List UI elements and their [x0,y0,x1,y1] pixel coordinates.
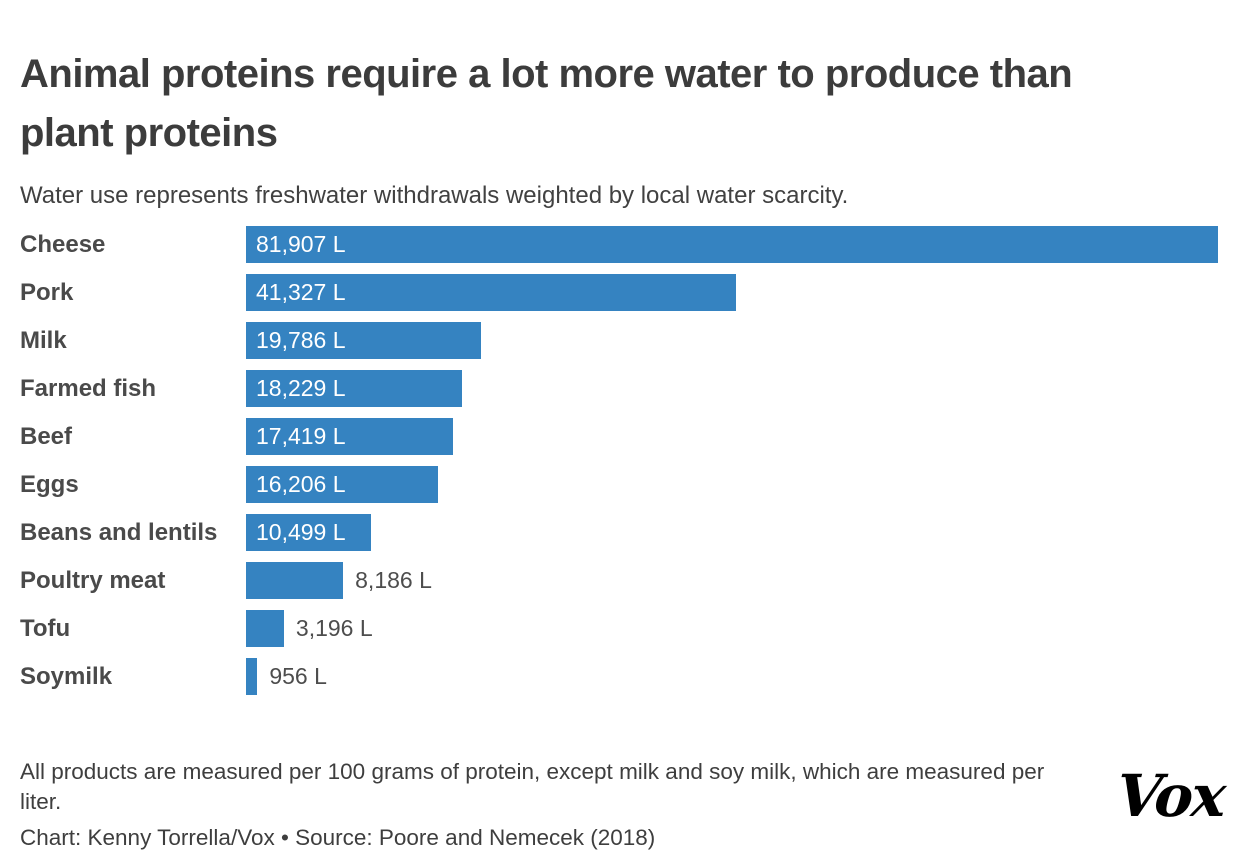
vox-logo: Vox [1114,762,1227,830]
bar [246,658,258,695]
row-label: Tofu [20,615,71,642]
row-label: Farmed fish [20,375,157,402]
chart-row: Beef 17,419 L [20,418,1218,466]
bar-track: 956 L [246,658,1218,695]
chart-row: Tofu 3,196 L [20,610,1218,658]
bar-track: 3,196 L [246,610,1218,647]
bar-value-label: 18,229 L [256,375,346,401]
bar-track: 41,327 L [246,274,1218,311]
row-label: Cheese [20,231,106,258]
bar-track: 17,419 L [246,418,1218,455]
bar [246,226,1218,263]
chart-row: Beans and lentils 10,499 L [20,514,1218,562]
chart-row: Eggs 16,206 L [20,466,1218,514]
chart-subtitle: Water use represents freshwater withdraw… [20,182,849,209]
row-label: Milk [20,327,67,354]
bar-track: 18,229 L [246,370,1218,407]
row-label: Poultry meat [20,567,166,594]
bar-value-label: 81,907 L [256,231,346,257]
bar [246,274,737,311]
chart-row: Farmed fish 18,229 L [20,370,1218,418]
bar-value-label: 3,196 L [295,615,373,641]
bar-value-label: 17,419 L [256,423,346,449]
bar-track: 19,786 L [246,322,1218,359]
chart-row: Milk 19,786 L [20,322,1218,370]
bar [246,418,453,455]
row-label: Eggs [20,471,79,498]
bar [246,322,481,359]
chart-row: Pork 41,327 L [20,274,1218,322]
row-label: Pork [20,279,74,306]
bar-track: 10,499 L [246,514,1218,551]
bar [246,370,463,407]
chart-row: Soymilk 956 L [20,658,1218,706]
bar-track: 8,186 L [246,562,1218,599]
footnote: All products are measured per 100 grams … [20,758,1045,814]
bar-track: 81,907 L [246,226,1218,263]
bar-value-label: 19,786 L [256,327,346,353]
bar [246,514,371,551]
bar-value-label: 956 L [269,663,327,689]
chart-row: Poultry meat 8,186 L [20,562,1218,610]
bar-value-label: 41,327 L [256,279,346,305]
bar-value-label: 10,499 L [256,519,346,545]
chart-row: Cheese 81,907 L [20,226,1218,274]
row-label: Beef [20,423,73,450]
bar [246,466,439,503]
bar [246,562,344,599]
bar-track: 16,206 L [246,466,1218,503]
chart-title: Animal proteins require a lot more water… [20,51,1073,155]
row-label: Soymilk [20,663,113,690]
bar [246,610,284,647]
bar-chart: Cheese 81,907 L Pork 41,327 L Milk 19,786 L Fa… [20,226,1218,706]
bar-value-label: 16,206 L [256,471,346,497]
credit-line: Chart: Kenny Torrella/Vox • Source: Poor… [20,824,656,850]
row-label: Beans and lentils [20,519,218,546]
bar-value-label: 8,186 L [355,567,432,593]
